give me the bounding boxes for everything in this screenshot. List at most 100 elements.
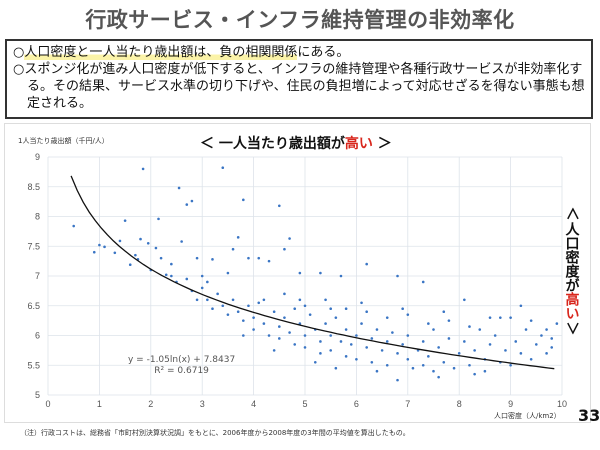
data-point xyxy=(206,298,209,302)
x-tick-label: 9 xyxy=(508,399,513,409)
data-point xyxy=(545,352,548,355)
data-point xyxy=(303,304,307,308)
data-point xyxy=(170,274,173,278)
data-point xyxy=(329,307,333,311)
data-point xyxy=(396,378,399,382)
data-point xyxy=(468,325,471,328)
summary-line-2: ○スポンジ化が進み人口密度が低下すると、インフラの維持管理や各種行政サービスが非… xyxy=(13,62,585,111)
data-point xyxy=(103,245,106,249)
data-point xyxy=(370,337,374,340)
data-point xyxy=(375,328,379,331)
data-point xyxy=(499,316,502,319)
data-point xyxy=(396,274,399,278)
data-point xyxy=(463,340,466,343)
data-point xyxy=(447,319,451,322)
data-point xyxy=(185,277,189,281)
y-tick-label: 8 xyxy=(35,212,40,222)
data-point xyxy=(288,331,291,334)
data-point xyxy=(157,217,160,221)
data-point xyxy=(195,298,199,302)
y-tick-label: 7.5 xyxy=(27,241,40,251)
data-point xyxy=(339,340,343,343)
data-point xyxy=(139,237,142,241)
data-point xyxy=(211,307,214,311)
data-point xyxy=(349,343,353,346)
data-point xyxy=(164,273,168,277)
data-point xyxy=(406,358,410,361)
data-point xyxy=(344,307,348,311)
data-point xyxy=(278,204,281,208)
data-point xyxy=(519,304,523,308)
top-annotation: ＜ 一人当たり歳出額が高い ＞ xyxy=(200,136,392,152)
data-point xyxy=(504,349,507,352)
data-point xyxy=(385,340,389,343)
data-point xyxy=(298,298,302,302)
trendline xyxy=(70,175,555,370)
data-point xyxy=(385,316,389,319)
data-point xyxy=(231,247,235,251)
data-point xyxy=(242,319,245,322)
x-tick-label: 3 xyxy=(200,399,205,409)
data-point xyxy=(113,251,117,255)
data-point xyxy=(200,286,204,290)
data-point xyxy=(535,343,538,346)
data-point xyxy=(555,322,559,325)
data-point xyxy=(355,358,358,361)
data-point xyxy=(396,352,399,355)
data-point xyxy=(493,334,497,337)
data-point xyxy=(514,340,518,343)
x-tick-label: 2 xyxy=(148,399,153,409)
data-point xyxy=(427,322,430,325)
data-point xyxy=(262,298,266,302)
data-point xyxy=(190,199,194,203)
data-point xyxy=(221,304,225,308)
data-point xyxy=(411,366,415,370)
data-point xyxy=(293,343,297,346)
trendline-equation: y = -1.05ln(x) + 7.8437 R² = 0.6719 xyxy=(128,355,236,376)
data-point xyxy=(329,334,333,337)
data-point xyxy=(177,186,181,190)
data-point xyxy=(206,280,209,284)
data-point xyxy=(421,280,425,284)
y-tick-label: 5.5 xyxy=(27,360,40,370)
data-point xyxy=(355,334,358,337)
data-point xyxy=(267,334,271,337)
data-point xyxy=(298,322,302,325)
data-point xyxy=(483,369,487,373)
data-point xyxy=(226,271,230,275)
data-point xyxy=(540,334,543,337)
data-point xyxy=(529,319,533,322)
data-point xyxy=(473,372,476,376)
x-tick-label: 7 xyxy=(405,399,410,409)
y-axis-label: 1人当たり歳出額（千円/人） xyxy=(18,137,109,145)
data-point xyxy=(509,363,512,367)
data-point xyxy=(421,363,425,367)
data-point xyxy=(319,271,322,275)
x-tick-label: 5 xyxy=(302,399,307,409)
data-point xyxy=(550,346,554,349)
data-point xyxy=(545,328,548,331)
data-point xyxy=(509,316,512,319)
data-point xyxy=(421,340,425,343)
data-point xyxy=(360,322,363,325)
data-point xyxy=(324,298,327,302)
data-point xyxy=(283,247,286,251)
y-tick-label: 8.5 xyxy=(27,182,40,192)
data-point xyxy=(118,239,122,243)
data-point xyxy=(195,256,199,260)
data-point xyxy=(370,360,374,364)
data-point xyxy=(524,328,528,331)
data-point xyxy=(375,369,379,373)
data-point xyxy=(128,263,132,266)
data-point xyxy=(380,349,384,352)
data-point xyxy=(252,316,255,319)
data-point xyxy=(123,219,127,222)
data-point xyxy=(216,292,219,296)
data-point xyxy=(293,307,297,311)
x-tick-label: 8 xyxy=(457,399,462,409)
data-point xyxy=(72,224,75,228)
data-point xyxy=(442,310,446,314)
chart-frame xyxy=(4,123,591,423)
data-point xyxy=(272,349,276,352)
data-point xyxy=(447,337,451,340)
